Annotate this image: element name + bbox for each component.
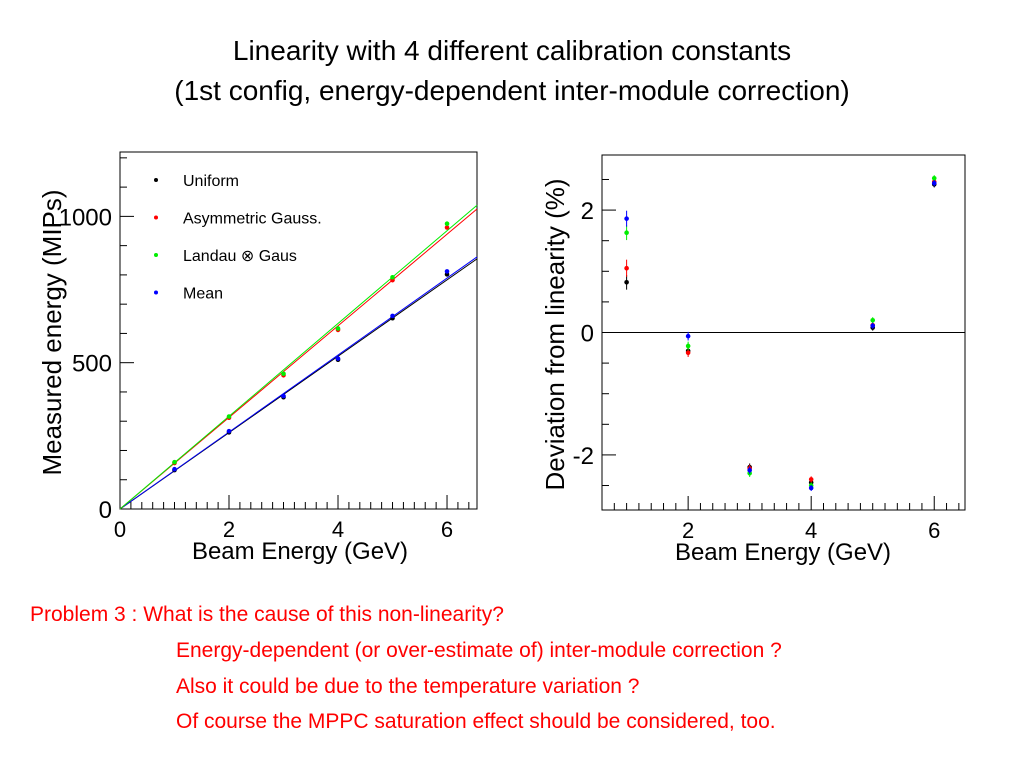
y-tick-label: -2 [573, 443, 594, 470]
y-tick-label: 1000 [59, 204, 112, 231]
data-point [685, 343, 691, 349]
data-point [624, 216, 629, 221]
legend-label: Mean [183, 286, 223, 303]
data-point [624, 230, 629, 236]
data-point [808, 485, 814, 491]
plot-frame [119, 151, 478, 510]
x-tick-label: 0 [114, 517, 126, 542]
data-point [226, 414, 232, 419]
legend-marker [154, 178, 158, 182]
legend-label: Landau ⊗ Gaus [183, 248, 297, 265]
x-axis-label: Beam Energy (GeV) [192, 538, 408, 565]
data-point [931, 180, 937, 186]
x-tick-label: 6 [441, 517, 453, 542]
legend-marker [154, 215, 158, 220]
problem-line-2: Energy-dependent (or over-estimate of) i… [176, 639, 782, 662]
problem-line-1: Problem 3 : What is the cause of this no… [30, 603, 504, 626]
data-point [685, 333, 691, 339]
problem-line-4: Of course the MPPC saturation effect sho… [176, 710, 776, 733]
data-point [931, 175, 937, 181]
x-axis-label: Beam Energy (GeV) [675, 539, 891, 566]
data-point [335, 326, 341, 331]
data-point [390, 274, 395, 280]
legend-label: Asymmetric Gauss. [183, 211, 322, 228]
data-point [390, 313, 395, 319]
y-tick-label: 2 [581, 198, 594, 225]
y-tick-label: 500 [72, 351, 112, 378]
y-axis-label: Deviation from linearity (%) [540, 178, 570, 490]
data-point [444, 221, 450, 226]
data-point [624, 280, 629, 285]
y-tick-label: 0 [581, 321, 594, 348]
fit-line [119, 204, 478, 510]
data-point [870, 323, 876, 329]
y-tick-label: 0 [99, 497, 112, 524]
data-point [172, 466, 177, 472]
data-point [685, 350, 691, 355]
x-tick-label: 6 [928, 518, 940, 543]
data-point [624, 265, 629, 271]
data-point [335, 356, 341, 361]
data-point [444, 269, 450, 274]
data-point [808, 477, 814, 482]
data-point [172, 459, 177, 465]
problem-line-3: Also it could be due to the temperature … [176, 675, 640, 698]
legend-label: Uniform [183, 173, 239, 190]
fit-line [119, 256, 478, 510]
x-tick-label: 4 [332, 517, 344, 542]
x-tick-label: 2 [682, 518, 694, 543]
legend-marker [154, 253, 158, 257]
y-axis-label: Measured energy (MIPs) [37, 189, 67, 475]
data-point [281, 371, 286, 377]
x-tick-label: 4 [805, 518, 817, 543]
data-point [281, 393, 286, 399]
data-point [226, 428, 232, 434]
data-point [870, 317, 876, 323]
data-point [444, 225, 450, 230]
data-point [747, 467, 752, 473]
slide-title-line-1: Linearity with 4 different calibration c… [232, 35, 792, 66]
x-tick-label: 2 [223, 517, 235, 542]
legend-marker [154, 290, 158, 295]
slide-title-line-2: (1st config, energy-dependent inter-modu… [174, 75, 850, 106]
